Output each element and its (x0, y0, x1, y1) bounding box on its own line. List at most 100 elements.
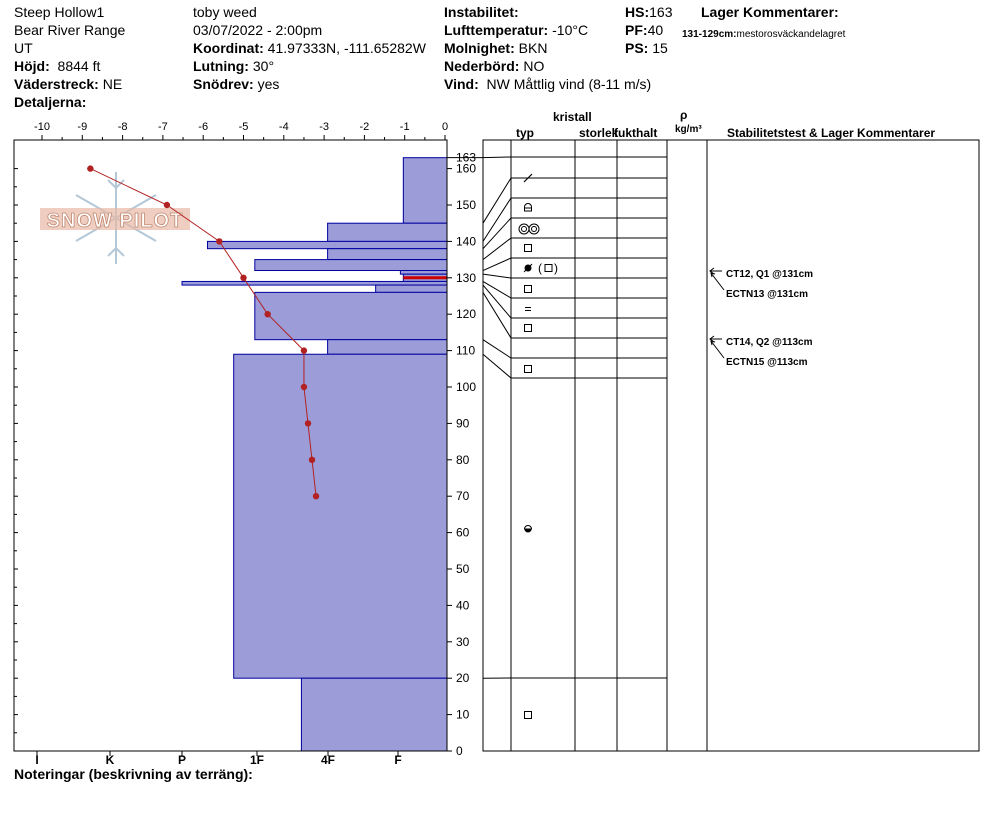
pf-value: 40 (647, 22, 664, 38)
temp-tick-label: -1 (400, 121, 410, 133)
grain-paren-open-icon: ( (538, 261, 542, 275)
height-tick-label: 140 (456, 234, 476, 248)
hardness-tick-label: F (394, 753, 401, 767)
grain-paren-close-icon: ) (554, 261, 558, 275)
layer-connector (482, 217, 667, 250)
temp-tick-label: -10 (34, 121, 50, 133)
precip-label: Nederbörd: (444, 58, 520, 74)
height-tick-label: 90 (456, 416, 470, 430)
coordinate-label: Koordinat: (193, 40, 264, 56)
layer-comments-label: Lager Kommentarer: (701, 4, 839, 20)
grain-double-circle-icon (528, 223, 540, 235)
coordinate-row: Koordinat: 41.97333N, -111.65282W (193, 40, 426, 57)
height-tick-label: 110 (456, 344, 475, 358)
layer-connector (482, 257, 667, 271)
temp-tick-label: 0 (442, 121, 448, 133)
layer-connector (482, 273, 667, 279)
grain-square-icon (524, 324, 532, 332)
crystal-table-frame (482, 139, 980, 752)
aspect-label: Väderstreck: (14, 76, 99, 92)
slope-row: Lutning: 30° (193, 58, 274, 75)
temperature-point (308, 456, 316, 463)
layer-connector (482, 353, 667, 379)
height-tick-label: 130 (456, 271, 476, 285)
grain-double-circle-icon (518, 223, 530, 235)
grain-square-icon (524, 244, 532, 252)
hs-label: HS: (625, 4, 650, 20)
grain-double-circle-inner-icon (531, 226, 537, 232)
sky-value: BKN (518, 40, 548, 56)
coordinate-value: 41.97333N, -111.65282W (267, 40, 426, 56)
height-tick-label: 30 (456, 635, 470, 649)
ps-value: 15 (652, 40, 668, 56)
hardness-layer-bar (327, 339, 448, 355)
sky-row: Molnighet: BKN (444, 40, 547, 57)
stability-test-label: ECTN13 @131cm (726, 289, 808, 300)
ps-row: PS: 15 (625, 40, 668, 57)
details-label: Detaljerna: (14, 94, 87, 110)
profile-plot-frame (13, 139, 448, 752)
hardness-layer-bar (402, 157, 448, 224)
temperature-point (240, 274, 247, 281)
pf-label: PF: (625, 22, 648, 38)
instability-label: Instabilitet: (444, 4, 519, 20)
aspect-value: NE (102, 76, 123, 92)
layer-connector (482, 284, 667, 319)
layer-comment-depth: 131-129cm: (682, 29, 737, 40)
air-temp-row: Lufttemperatur: -10°C (444, 22, 588, 39)
sky-label: Molnighet: (444, 40, 515, 56)
grain-square-icon (524, 711, 532, 719)
hardness-layer-bar (254, 291, 448, 341)
grain-melt-slash-icon (523, 263, 533, 273)
layer-connector (482, 156, 667, 159)
grain-square-icon (524, 365, 532, 373)
layer-connector (482, 177, 667, 224)
height-tick-label: 80 (456, 453, 470, 467)
temperature-point (312, 493, 320, 500)
wind-loading-row: Snödrev: yes (193, 76, 279, 93)
aspect-row: Väderstreck: NE (14, 76, 122, 93)
temperature-point (264, 311, 271, 318)
layer-connector (482, 197, 667, 242)
wind-loading-value: yes (257, 76, 280, 92)
hardness-layer-bar (375, 284, 448, 293)
pf-row: PF:40 (625, 22, 663, 39)
temperature-point (216, 238, 223, 245)
temp-tick-label: -4 (279, 121, 289, 133)
temp-tick-label: -8 (118, 121, 128, 133)
range-name: Bear River Range (14, 22, 126, 38)
temperature-point (87, 165, 94, 172)
site-name: Steep Hollow1 (14, 4, 105, 20)
layer-comment-text: mestorosväckandelagret (736, 29, 846, 40)
grain-double-circle-inner-icon (521, 226, 527, 232)
crystal-header: kristall (553, 110, 592, 124)
stability-arrow (710, 272, 725, 291)
wind-value: NW Måttlig vind (8-11 m/s) (486, 76, 652, 92)
wind-label: Vind: (444, 76, 479, 92)
hs-value: 163 (649, 4, 673, 20)
hardness-layer-bar (327, 222, 448, 242)
air-temp-value: -10°C (552, 22, 589, 38)
height-tick-label: 20 (456, 671, 470, 685)
temp-tick-label: -3 (319, 121, 329, 133)
height-tick-label: 120 (456, 307, 476, 321)
temperature-point (300, 347, 308, 354)
height-tick-label: 100 (456, 380, 476, 394)
stability-header: Stabilitetstest & Lager Kommentarer (727, 126, 936, 140)
wind-loading-label: Snödrev: (193, 76, 254, 92)
hardness-layer-bar (206, 240, 448, 250)
stability-arrow (710, 340, 725, 359)
rho-header: ρ (680, 108, 688, 122)
height-tick-label: 0 (456, 744, 463, 758)
hardness-layer-bar (181, 280, 448, 286)
elevation-row: Höjd: 8844 ft (14, 58, 100, 75)
wind-row: Vind: NW Måttlig vind (8-11 m/s) (444, 76, 651, 93)
grain-secondary-square-icon (544, 264, 553, 272)
grain-slash-icon (523, 173, 533, 183)
temperature-point (304, 420, 312, 427)
temperature-line (90, 168, 317, 497)
size-header: storlek (579, 126, 619, 140)
hardness-layer-bar (233, 353, 448, 679)
hardness-layer-bar (327, 248, 448, 261)
hardness-layer-bar (254, 259, 448, 272)
